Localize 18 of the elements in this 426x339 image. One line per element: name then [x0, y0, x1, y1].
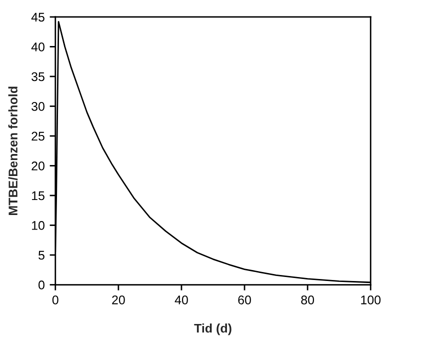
x-tick-label: 20 — [112, 296, 125, 304]
y-tick-label: 40 — [31, 42, 44, 52]
y-tick-label: 35 — [32, 72, 44, 82]
y-tick-label: 30 — [32, 102, 44, 111]
x-tick-label: 40 — [174, 296, 188, 304]
x-tick-label: 0 — [52, 296, 58, 304]
y-tick-label: 15 — [32, 191, 44, 200]
y-tick-label: 20 — [32, 162, 44, 170]
y-tick-label: 5 — [38, 250, 44, 260]
x-tick-label: 100 — [361, 296, 381, 304]
x-axis-title: Tid (d) — [194, 323, 232, 336]
x-tick-label: 80 — [301, 296, 314, 304]
y-tick-label: 0 — [38, 280, 44, 290]
y-tick-label: 25 — [32, 132, 44, 141]
x-tick-label: 60 — [238, 296, 251, 304]
y-tick-label: 10 — [32, 221, 44, 230]
y-tick-label: 45 — [31, 12, 44, 22]
y-axis-title: MTBE/Benzen forhold — [8, 86, 18, 215]
